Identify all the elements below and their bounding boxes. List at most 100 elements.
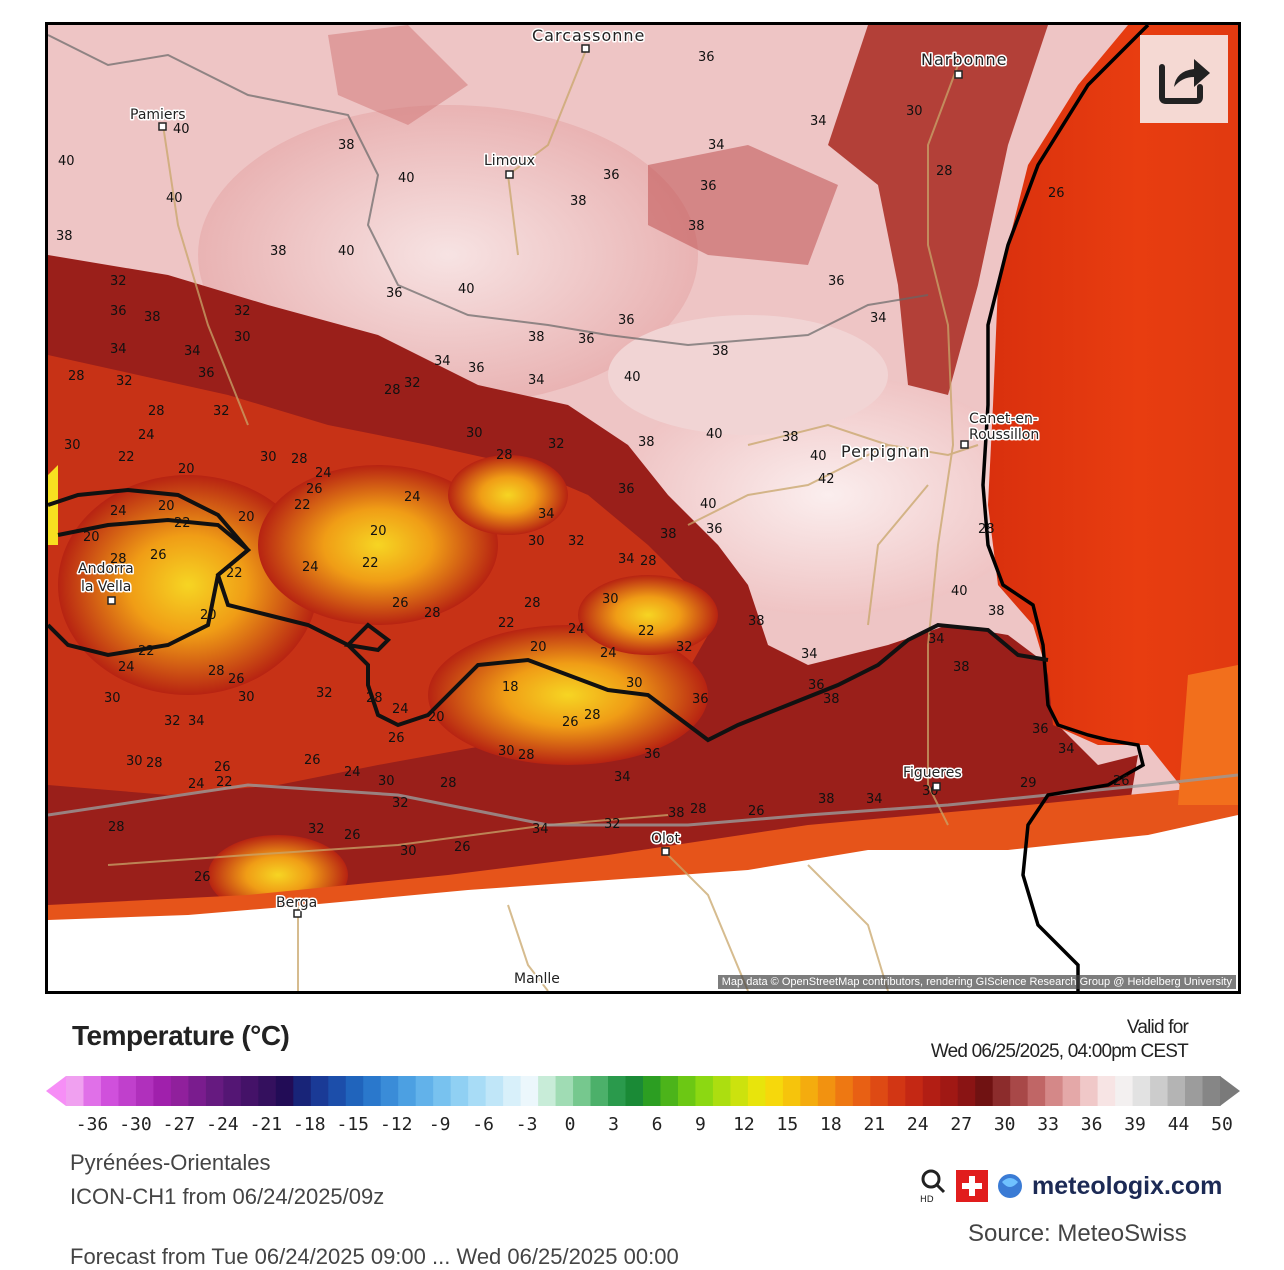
color-scale-segment (1185, 1076, 1204, 1106)
svg-text:32: 32 (213, 404, 230, 419)
warm-zone-small (448, 455, 568, 535)
svg-text:28: 28 (524, 596, 541, 611)
svg-text:38: 38 (823, 692, 840, 707)
svg-text:36: 36 (468, 361, 485, 376)
model-run: ICON-CH1 from 06/24/2025/09z (70, 1184, 385, 1209)
scale-tick-label: 3 (608, 1114, 619, 1135)
color-scale-segment (852, 1076, 871, 1106)
svg-text:40: 40 (706, 427, 723, 442)
color-scale-segment (817, 1076, 836, 1106)
scale-tick-label: -27 (162, 1114, 196, 1135)
svg-text:20: 20 (178, 462, 195, 477)
svg-text:24: 24 (138, 428, 155, 443)
coastline (981, 25, 1150, 991)
data-source: Source: MeteoSwiss (968, 1220, 1187, 1247)
color-scale-segment (66, 1076, 85, 1106)
place-manlleu: Manlle (514, 971, 560, 987)
svg-text:28: 28 (424, 606, 441, 621)
southern-warm-zone (428, 625, 708, 765)
color-scale-segment (608, 1076, 627, 1106)
town-marker (932, 782, 941, 791)
town-marker (581, 44, 590, 53)
svg-text:24: 24 (188, 777, 205, 792)
svg-text:34: 34 (434, 354, 451, 369)
color-scale-segment (1097, 1076, 1116, 1106)
color-scale-segment (957, 1076, 976, 1106)
svg-text:36: 36 (706, 522, 723, 537)
isotherm-labels: 36 40 40 38 40 40 38 38 40 40 36 36 38 3… (56, 50, 1130, 885)
town-marker (661, 847, 670, 856)
svg-text:32: 32 (316, 686, 333, 701)
color-scale-segment (328, 1076, 347, 1106)
color-scale-segment (503, 1076, 522, 1106)
svg-text:32: 32 (392, 796, 409, 811)
svg-text:28: 28 (108, 820, 125, 835)
svg-text:26: 26 (1048, 186, 1065, 201)
svg-text:26: 26 (306, 482, 323, 497)
svg-text:38: 38 (988, 604, 1005, 619)
svg-text:34: 34 (1058, 742, 1075, 757)
svg-text:30: 30 (498, 744, 515, 759)
plain-patch (608, 315, 888, 435)
map-panel[interactable]: 36 40 40 38 40 40 38 38 40 40 36 36 38 3… (45, 22, 1241, 994)
color-scale-segment (293, 1076, 312, 1106)
valid-datetime: Wed 06/25/2025, 04:00pm CEST (930, 1041, 1189, 1062)
brand-logos[interactable]: HD meteologix.com (918, 1168, 1222, 1204)
town-marker (158, 122, 167, 131)
svg-text:26: 26 (454, 840, 471, 855)
svg-text:40: 40 (166, 191, 183, 206)
svg-text:30: 30 (626, 676, 643, 691)
town-marker (293, 909, 302, 918)
valid-time: Valid for Wed 06/25/2025, 04:00pm CEST (930, 1016, 1189, 1064)
color-scale-segment (538, 1076, 557, 1106)
svg-text:26: 26 (748, 804, 765, 819)
svg-text:34: 34 (866, 792, 883, 807)
place-narbonne: Narbonne (921, 50, 1007, 69)
svg-text:24: 24 (600, 646, 617, 661)
scale-tick-label: 18 (820, 1114, 842, 1135)
svg-text:30: 30 (906, 104, 923, 119)
svg-text:36: 36 (692, 692, 709, 707)
color-scale-segment (380, 1076, 399, 1106)
color-scale-segment (118, 1076, 137, 1106)
color-scale-segment (555, 1076, 574, 1106)
svg-text:28: 28 (690, 802, 707, 817)
svg-text:28: 28 (936, 164, 953, 179)
forecast-range-line: Forecast from Tue 06/24/2025 09:00 ... W… (70, 1244, 679, 1269)
color-scale-segment (135, 1076, 155, 1106)
svg-text:30: 30 (602, 592, 619, 607)
svg-text:26: 26 (150, 548, 167, 563)
svg-text:34: 34 (870, 311, 887, 326)
svg-text:36: 36 (618, 313, 635, 328)
roads (107, 44, 979, 991)
color-scale-segment (573, 1076, 592, 1106)
scale-tick-label: 33 (1037, 1114, 1059, 1135)
svg-text:26: 26 (1113, 774, 1130, 789)
svg-text:22: 22 (174, 516, 191, 531)
svg-text:38: 38 (528, 330, 545, 345)
svg-text:28: 28 (366, 691, 383, 706)
svg-text:38: 38 (782, 430, 799, 445)
color-scale-segment (660, 1076, 679, 1106)
svg-text:20: 20 (83, 530, 100, 545)
svg-text:40: 40 (810, 449, 827, 464)
place-canet: Canet-en- (969, 411, 1038, 427)
scale-tick-label: -36 (75, 1114, 109, 1135)
temperature-map[interactable]: 36 40 40 38 40 40 38 38 40 40 36 36 38 3… (48, 25, 1238, 991)
color-scale-segment (590, 1076, 609, 1106)
color-scale-labels: -36 -30 -27 -24 -21 -18 -15 -12 -9 -6 -3 0 3 6 9 12 15 18… (0, 1114, 1284, 1142)
color-scale-segment (520, 1076, 539, 1106)
color-scale-segment (1115, 1076, 1134, 1106)
color-scale-segment (835, 1076, 854, 1106)
scale-tick-label: -9 (428, 1114, 451, 1135)
svg-text:38: 38 (953, 660, 970, 675)
color-scale-segment (223, 1076, 242, 1106)
scale-tick-label: 21 (863, 1114, 886, 1135)
color-scale-segment (310, 1076, 329, 1106)
town-marker (960, 440, 969, 449)
share-button[interactable] (1140, 35, 1228, 123)
color-scale-segment (1045, 1076, 1064, 1106)
svg-text:26: 26 (304, 753, 321, 768)
svg-text:34: 34 (528, 373, 545, 388)
svg-text:28: 28 (978, 522, 995, 537)
